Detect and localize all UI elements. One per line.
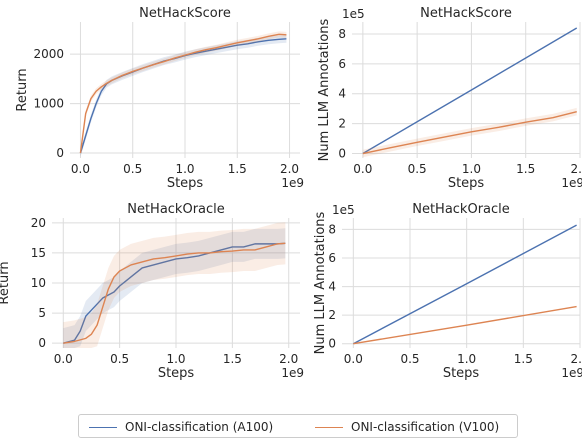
series-band-a100 bbox=[80, 34, 287, 158]
legend-line-a100 bbox=[89, 426, 117, 428]
y-tick-label: 1000 bbox=[33, 97, 64, 111]
legend: ONI-classification (A100) ONI-classifica… bbox=[78, 414, 518, 438]
x-tick-label: 2.0 bbox=[280, 162, 299, 176]
legend-line-v100 bbox=[315, 426, 343, 428]
legend-item-v100: ONI-classification (V100) bbox=[315, 419, 499, 435]
x-tick-label: 1.0 bbox=[457, 352, 476, 366]
chart-title: NetHackOracle bbox=[412, 202, 510, 217]
plot-area bbox=[352, 22, 580, 158]
y-tick-label: 6 bbox=[328, 251, 336, 265]
x-tick-label: 2.0 bbox=[570, 162, 582, 176]
x-tick-label: 1.5 bbox=[516, 162, 535, 176]
y-tick-label: 8 bbox=[328, 222, 336, 236]
y-offset-label: 1e5 bbox=[342, 7, 365, 21]
series-line-a100 bbox=[353, 224, 577, 345]
y-tick-label: 0 bbox=[338, 147, 346, 161]
y-tick-label: 0 bbox=[38, 336, 46, 350]
series-line-a100 bbox=[63, 242, 286, 344]
series-group bbox=[353, 224, 577, 345]
y-tick-label: 20 bbox=[31, 216, 46, 230]
y-tick-label: 2 bbox=[328, 308, 336, 322]
y-tick-label: 2000 bbox=[33, 47, 64, 61]
x-tick-label: 1.0 bbox=[462, 162, 481, 176]
chart-title: NetHackScore bbox=[420, 6, 512, 21]
y-axis-label: Num LLM Annotations bbox=[313, 211, 328, 354]
x-tick-label: 2.0 bbox=[279, 352, 298, 366]
x-tick-label: 0.0 bbox=[344, 352, 363, 366]
y-axis-label: Return bbox=[0, 261, 12, 304]
x-axis-label: Steps bbox=[158, 366, 195, 381]
x-axis-label: Steps bbox=[167, 176, 204, 191]
x-tick-label: 1.0 bbox=[166, 352, 185, 366]
series-group bbox=[63, 222, 286, 348]
x-offset-label: 1e9 bbox=[281, 176, 304, 190]
plot-area bbox=[342, 218, 580, 348]
x-tick-label: 0.5 bbox=[400, 352, 419, 366]
x-tick-label: 1.0 bbox=[175, 162, 194, 176]
y-tick-label: 2 bbox=[338, 117, 346, 131]
x-axis-label: Steps bbox=[448, 176, 485, 191]
y-tick-label: 4 bbox=[338, 87, 346, 101]
x-offset-label: 1e9 bbox=[281, 366, 304, 380]
series-line-v100 bbox=[353, 305, 577, 345]
series-band-v100 bbox=[63, 222, 286, 348]
y-tick-label: 5 bbox=[38, 306, 46, 320]
chart-panel-4: 0.0 0.5 1.0 1.5 2.0 0 2 4 6 8 NetHackOracle Steps 1e… bbox=[313, 202, 582, 381]
y-offset-label: 1e5 bbox=[332, 203, 355, 217]
series-line-v100 bbox=[63, 242, 286, 344]
x-tick-label: 0.0 bbox=[71, 162, 90, 176]
chart-panel-1: 0.0 0.5 1.0 1.5 2.0 0 1000 2000 NetHackScore Step… bbox=[15, 6, 304, 191]
x-offset-label: 1e9 bbox=[561, 366, 582, 380]
y-tick-label: 10 bbox=[31, 276, 46, 290]
chart-panel-2: 0.0 0.5 1.0 1.5 2.0 0 2 4 6 8 NetHackScore Steps 1e9… bbox=[317, 6, 582, 191]
x-tick-label: 2.0 bbox=[570, 352, 582, 366]
chart-title: NetHackOracle bbox=[127, 202, 225, 217]
chart-panel-3: 0.0 0.5 1.0 1.5 2.0 0 5 10 15 20 NetHackOracle Step… bbox=[0, 202, 304, 381]
y-tick-label: 4 bbox=[328, 280, 336, 294]
x-axis-label: Steps bbox=[443, 366, 480, 381]
series-band-a100 bbox=[63, 228, 286, 348]
x-tick-label: 0.5 bbox=[408, 162, 427, 176]
series-line-v100 bbox=[79, 33, 287, 154]
x-tick-label: 0.0 bbox=[54, 352, 73, 366]
legend-item-a100: ONI-classification (A100) bbox=[89, 419, 273, 435]
x-tick-label: 0.5 bbox=[110, 352, 129, 366]
chart-title: NetHackScore bbox=[139, 6, 231, 21]
y-tick-label: 0 bbox=[328, 337, 336, 351]
x-offset-label: 1e9 bbox=[561, 176, 582, 190]
x-tick-label: 0.5 bbox=[123, 162, 142, 176]
x-tick-label: 1.5 bbox=[223, 352, 242, 366]
x-tick-label: 1.5 bbox=[228, 162, 247, 176]
legend-label-v100: ONI-classification (V100) bbox=[351, 420, 500, 434]
x-tick-label: 0.0 bbox=[353, 162, 372, 176]
series-line-v100 bbox=[362, 110, 577, 155]
y-tick-label: 15 bbox=[31, 246, 46, 260]
series-group bbox=[79, 31, 287, 158]
legend-label-a100: ONI-classification (A100) bbox=[125, 420, 274, 434]
y-tick-label: 8 bbox=[338, 27, 346, 41]
series-group bbox=[362, 27, 578, 158]
y-axis-label: Return bbox=[15, 68, 30, 111]
series-band-v100 bbox=[80, 31, 287, 157]
x-tick-label: 1.5 bbox=[514, 352, 533, 366]
y-axis-label: Num LLM Annotations bbox=[317, 18, 332, 161]
y-tick-label: 6 bbox=[338, 57, 346, 71]
series-line-a100 bbox=[362, 27, 578, 155]
y-tick-label: 0 bbox=[56, 146, 64, 160]
